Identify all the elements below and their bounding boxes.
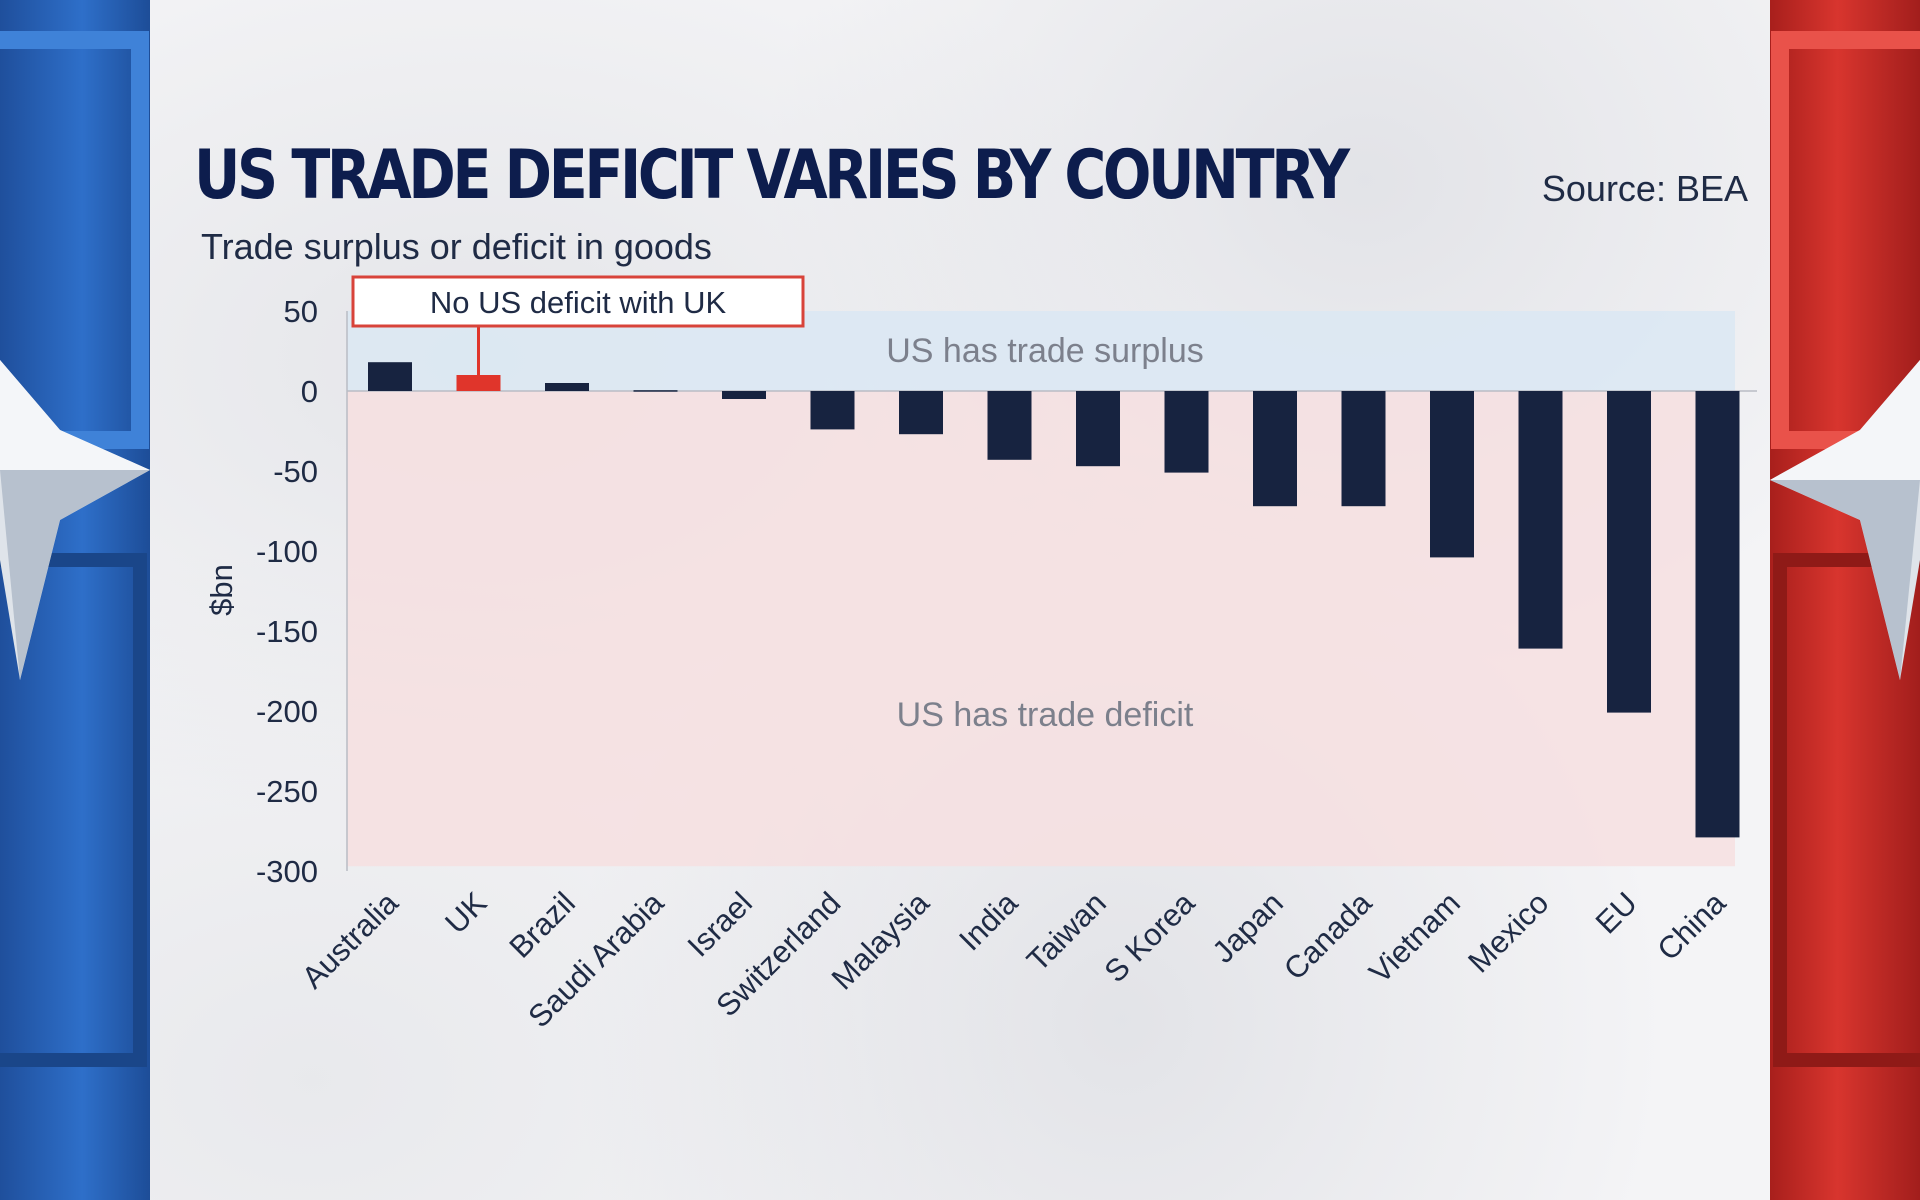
x-tick-label: Australia (295, 885, 406, 996)
x-tick-label: EU (1589, 885, 1644, 940)
x-tick-label: Malaysia (825, 885, 937, 997)
annotation-box (351, 275, 805, 328)
bar-eu (1607, 391, 1651, 713)
bar-brazil (545, 383, 589, 391)
x-tick-label: Canada (1277, 885, 1379, 987)
bar-uk (456, 375, 501, 391)
x-tick-label: Mexico (1461, 885, 1555, 979)
y-tick-label: 0 (301, 374, 318, 409)
x-tick-label: Brazil (502, 885, 582, 965)
bar-mexico (1518, 391, 1563, 649)
bar-japan (1253, 391, 1297, 507)
left-star-decoration (0, 31, 150, 1067)
bar-australia (368, 362, 412, 391)
right-border-panel (1770, 0, 1920, 1200)
x-tick-label: Japan (1205, 885, 1289, 969)
y-tick-label: -150 (256, 614, 318, 649)
y-tick-label: -50 (273, 454, 318, 489)
bar-saudi-arabia (633, 390, 678, 392)
x-tick-label: S Korea (1097, 885, 1201, 989)
bar-malaysia (899, 391, 943, 435)
y-tick-label: -100 (256, 534, 318, 569)
bar-canada (1341, 391, 1386, 507)
chart-subtitle: Trade surplus or deficit in goods (201, 226, 712, 267)
x-tick-label: India (952, 885, 1025, 958)
y-tick-label: 50 (284, 294, 318, 329)
y-tick-label: -250 (256, 774, 318, 809)
bar-china (1695, 391, 1740, 838)
source-label: Source: BEA (1541, 168, 1748, 209)
left-border-panel (0, 0, 150, 1200)
bar-switzerland (810, 391, 855, 430)
right-star-decoration (1770, 31, 1920, 1067)
x-tick-label: UK (438, 885, 493, 940)
deficit-region (347, 391, 1735, 867)
bar-s-korea (1164, 391, 1209, 473)
bar-vietnam (1430, 391, 1474, 558)
annotation-text: No US deficit with UK (430, 285, 727, 320)
y-axis-label: $bn (204, 564, 239, 616)
y-tick-label: -200 (256, 694, 318, 729)
bar-taiwan (1076, 391, 1120, 467)
x-tick-label: Israel (681, 885, 759, 963)
surplus-region-label: US has trade surplus (886, 332, 1204, 370)
deficit-region-label: US has trade deficit (897, 696, 1194, 734)
x-tick-label: China (1650, 885, 1733, 968)
bar-israel (722, 391, 766, 399)
y-tick-label: -300 (256, 854, 318, 889)
chart-title: US TRADE DEFICIT VARIES BY COUNTRY (194, 136, 1350, 215)
bar-india (987, 391, 1032, 460)
x-tick-label: Vietnam (1362, 885, 1467, 990)
